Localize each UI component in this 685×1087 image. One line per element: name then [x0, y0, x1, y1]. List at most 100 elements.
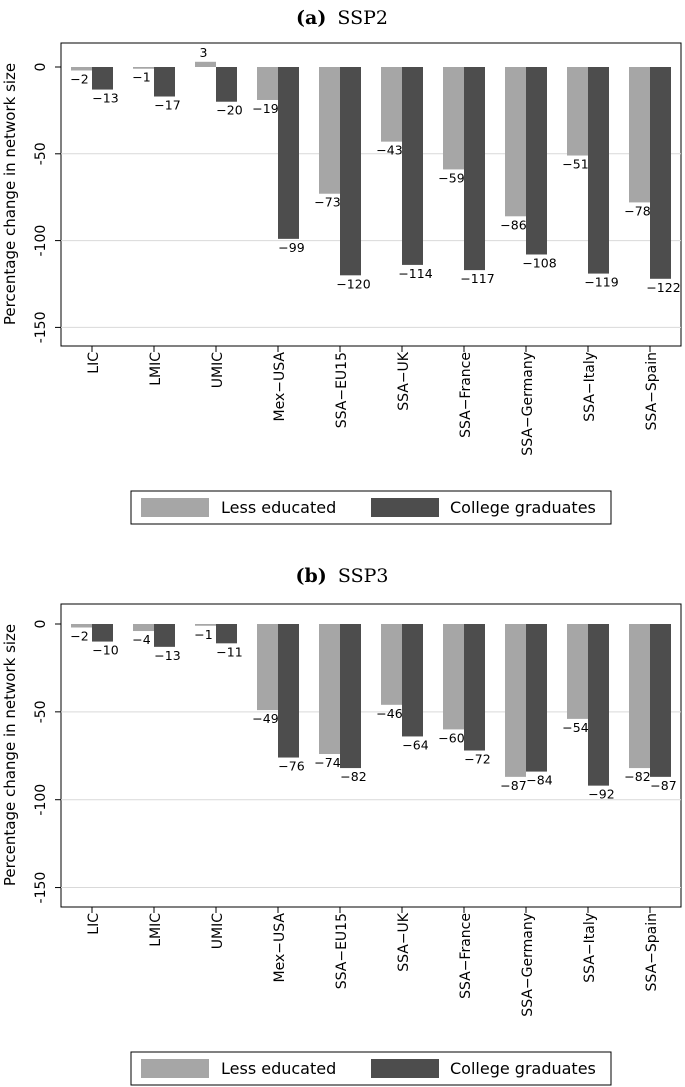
bar-college-graduates: [216, 67, 237, 102]
x-tick-label: SSA−France: [458, 913, 474, 999]
bar-less-educated: [567, 624, 588, 719]
data-label-college-graduates: −82: [340, 769, 366, 784]
bar-college-graduates: [340, 67, 361, 276]
bar-less-educated: [443, 624, 464, 730]
bar-less-educated: [319, 624, 340, 755]
bar-college-graduates: [216, 624, 237, 644]
data-label-college-graduates: −64: [402, 737, 428, 752]
data-label-less-educated: −59: [438, 170, 464, 185]
legend-label-less-educated: Less educated: [221, 1059, 336, 1078]
y-axis-label: Percentage change in network size: [1, 63, 19, 325]
data-label-college-graduates: −87: [650, 778, 676, 793]
y-tick-label: 0: [33, 63, 49, 72]
panel-b-title-text: SSP3: [338, 565, 389, 587]
x-tick-label: SSA−Spain: [644, 913, 660, 991]
data-label-college-graduates: −99: [278, 240, 304, 255]
x-tick-label: SSA−Germany: [520, 352, 536, 456]
x-tick-label: SSA−Italy: [582, 352, 598, 422]
data-label-college-graduates: −117: [460, 271, 494, 286]
bar-less-educated: [257, 67, 278, 100]
panel-b: (b) SSP3 0 -50 -100 -150 Percentage change i…: [1, 565, 682, 1086]
x-tick-label: SSA−UK: [396, 351, 412, 411]
data-label-less-educated: −78: [624, 203, 650, 218]
bar-college-graduates: [526, 624, 547, 772]
bar-less-educated: [505, 624, 526, 777]
bar-college-graduates: [154, 67, 175, 97]
bar-less-educated: [567, 67, 588, 156]
data-label-less-educated: −51: [562, 157, 588, 172]
legend-swatch-less-educated: [141, 498, 209, 517]
bar-college-graduates: [92, 624, 113, 642]
data-label-college-graduates: −122: [646, 280, 680, 295]
x-tick-label: LIC: [86, 352, 102, 374]
panel-b-title: (b) SSP3: [296, 565, 389, 587]
bar-college-graduates: [650, 624, 671, 777]
bar-less-educated: [195, 61, 216, 67]
data-label-less-educated: −74: [314, 755, 340, 770]
y-tick-label: -50: [33, 142, 49, 165]
bar-college-graduates: [278, 624, 299, 758]
bar-less-educated: [629, 624, 650, 769]
bar-college-graduates: [402, 624, 423, 737]
panel-a-title-text: SSP2: [337, 7, 388, 29]
data-label-less-educated: −43: [376, 143, 402, 158]
data-label-less-educated: −49: [252, 711, 278, 726]
data-label-college-graduates: −92: [588, 787, 614, 802]
bar-less-educated: [195, 624, 216, 626]
x-tick-label: SSA−Italy: [582, 913, 598, 983]
bar-less-educated: [381, 624, 402, 705]
bar-college-graduates: [278, 67, 299, 239]
data-label-less-educated: −1: [194, 627, 212, 642]
x-tick-label: LIC: [86, 913, 102, 935]
bar-college-graduates: [92, 67, 113, 90]
x-tick-label: SSA−Germany: [520, 913, 536, 1017]
y-tick-label: -50: [33, 700, 49, 723]
bar-college-graduates: [588, 67, 609, 274]
legend-label-college-graduates: College graduates: [450, 498, 596, 517]
legend-label-less-educated: Less educated: [221, 498, 336, 517]
x-tick-label: SSA−EU15: [334, 913, 350, 989]
x-tick-label: LMIC: [148, 352, 164, 386]
bar-less-educated: [133, 67, 154, 69]
x-tick-label: SSA−Spain: [644, 352, 660, 430]
bar-college-graduates: [526, 67, 547, 255]
data-label-college-graduates: −84: [526, 773, 552, 788]
data-label-college-graduates: −13: [92, 91, 118, 106]
data-label-college-graduates: −108: [522, 255, 556, 270]
data-label-less-educated: −60: [438, 730, 464, 745]
data-label-less-educated: −2: [70, 71, 88, 86]
y-tick-label: -150: [33, 872, 49, 904]
x-tick-label: Mex−USA: [272, 913, 288, 983]
y-tick-label: -100: [33, 784, 49, 816]
bar-less-educated: [133, 624, 154, 632]
data-label-college-graduates: −11: [216, 644, 242, 659]
x-tick-label: Mex−USA: [272, 352, 288, 422]
panel-a-letter: (a): [296, 7, 326, 29]
data-label-less-educated: −87: [500, 778, 526, 793]
y-axis-label: Percentage change in network size: [1, 624, 19, 886]
data-label-college-graduates: −20: [216, 103, 242, 118]
data-label-college-graduates: −10: [92, 643, 118, 658]
data-label-less-educated: −2: [70, 629, 88, 644]
data-label-less-educated: −82: [624, 769, 650, 784]
bar-less-educated: [71, 67, 92, 71]
bar-less-educated: [257, 624, 278, 711]
data-label-less-educated: −19: [252, 101, 278, 116]
legend-label-college-graduates: College graduates: [450, 1059, 596, 1078]
bar-less-educated: [71, 624, 92, 628]
data-label-less-educated: −86: [500, 217, 526, 232]
panel-a: (a) SSP2 0 -50 -100 -150 Percentage change i…: [1, 7, 682, 525]
bar-less-educated: [629, 67, 650, 203]
data-label-college-graduates: −17: [154, 98, 180, 113]
bar-college-graduates: [154, 624, 175, 647]
x-tick-label: SSA−France: [458, 352, 474, 438]
data-label-college-graduates: −120: [336, 276, 370, 291]
legend-swatch-college-graduates: [371, 1059, 439, 1078]
bar-college-graduates: [464, 67, 485, 271]
data-label-college-graduates: −13: [154, 648, 180, 663]
data-label-less-educated: 3: [200, 45, 208, 60]
data-label-college-graduates: −72: [464, 752, 490, 767]
legend-swatch-college-graduates: [371, 498, 439, 517]
bar-college-graduates: [650, 67, 671, 279]
